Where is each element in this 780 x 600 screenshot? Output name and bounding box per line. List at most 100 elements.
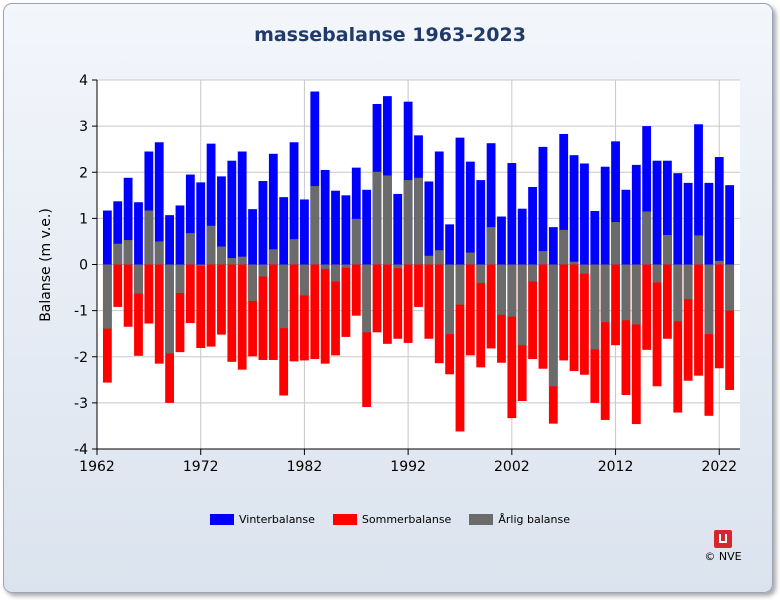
bar-arlig-balanse bbox=[652, 264, 662, 283]
bar-vinterbalanse bbox=[227, 160, 237, 265]
bar-arlig-balanse bbox=[662, 234, 672, 265]
nve-logo[interactable]: © NVE bbox=[703, 530, 743, 563]
bar-sommerbalanse bbox=[662, 264, 672, 339]
bar-sommerbalanse bbox=[331, 264, 340, 356]
bar-arlig-balanse bbox=[268, 249, 278, 265]
bar-vinterbalanse bbox=[320, 169, 330, 265]
bar-arlig-balanse bbox=[569, 261, 579, 265]
y-tick-label: 0 bbox=[79, 258, 88, 274]
bar-arlig-balanse bbox=[580, 264, 589, 274]
bar-sommerbalanse bbox=[393, 264, 403, 339]
bar-vinterbalanse bbox=[694, 124, 703, 265]
bar-sommerbalanse bbox=[725, 264, 735, 390]
legend-item-arlig-balanse[interactable]: Årlig balanse bbox=[469, 513, 570, 526]
bar-vinterbalanse bbox=[507, 163, 517, 265]
bar-arlig-balanse bbox=[331, 264, 340, 282]
bar-arlig-balanse bbox=[165, 264, 175, 354]
bar-arlig-balanse bbox=[455, 264, 465, 305]
bar-arlig-balanse bbox=[144, 210, 154, 265]
bar-sommerbalanse bbox=[486, 264, 496, 349]
legend-item-vinterbalanse[interactable]: Vinterbalanse bbox=[210, 513, 315, 526]
bar-sommerbalanse bbox=[175, 264, 185, 353]
legend: Vinterbalanse Sommerbalanse Årlig balans… bbox=[0, 513, 780, 526]
x-tick-label: 1972 bbox=[183, 459, 219, 475]
bar-sommerbalanse bbox=[268, 264, 278, 360]
bar-vinterbalanse bbox=[652, 160, 662, 265]
bar-sommerbalanse bbox=[434, 264, 444, 364]
bar-arlig-balanse bbox=[320, 264, 330, 270]
bar-vinterbalanse bbox=[279, 197, 289, 265]
bar-arlig-balanse bbox=[248, 264, 257, 301]
bar-vinterbalanse bbox=[476, 180, 486, 265]
bar-sommerbalanse bbox=[279, 264, 289, 396]
bar-vinterbalanse bbox=[631, 164, 641, 265]
bar-arlig-balanse bbox=[196, 264, 206, 266]
bar-vinterbalanse bbox=[154, 142, 164, 265]
bar-arlig-balanse bbox=[559, 229, 569, 265]
bar-arlig-balanse bbox=[382, 175, 392, 265]
bar-arlig-balanse bbox=[393, 264, 403, 269]
bar-vinterbalanse bbox=[217, 176, 226, 265]
legend-label: Årlig balanse bbox=[498, 513, 570, 526]
bar-sommerbalanse bbox=[196, 264, 206, 348]
bar-arlig-balanse bbox=[631, 264, 641, 325]
bar-sommerbalanse bbox=[320, 264, 330, 364]
x-tick-label: 2022 bbox=[701, 459, 737, 475]
bar-sommerbalanse bbox=[372, 264, 382, 333]
bar-vinterbalanse bbox=[517, 208, 527, 265]
bar-vinterbalanse bbox=[569, 155, 579, 265]
bar-sommerbalanse bbox=[414, 264, 423, 307]
bar-arlig-balanse bbox=[476, 264, 486, 283]
bar-sommerbalanse bbox=[310, 264, 320, 360]
bar-arlig-balanse bbox=[642, 211, 652, 265]
bar-vinterbalanse bbox=[662, 160, 672, 265]
legend-item-sommerbalanse[interactable]: Sommerbalanse bbox=[332, 513, 451, 526]
bar-sommerbalanse bbox=[528, 264, 537, 360]
bar-vinterbalanse bbox=[258, 181, 268, 265]
bar-vinterbalanse bbox=[102, 210, 112, 265]
bar-sommerbalanse bbox=[704, 264, 714, 416]
bar-vinterbalanse bbox=[165, 215, 175, 265]
bar-sommerbalanse bbox=[673, 264, 683, 413]
bar-sommerbalanse bbox=[289, 264, 299, 362]
bar-vinterbalanse bbox=[144, 151, 154, 265]
bar-sommerbalanse bbox=[123, 264, 133, 327]
bar-vinterbalanse bbox=[123, 177, 133, 265]
bar-vinterbalanse bbox=[611, 141, 620, 265]
bar-sommerbalanse bbox=[476, 264, 486, 368]
x-tick-label: 1982 bbox=[287, 459, 323, 475]
bar-arlig-balanse bbox=[362, 264, 372, 333]
bar-vinterbalanse bbox=[113, 201, 123, 265]
bar-vinterbalanse bbox=[175, 205, 185, 265]
x-tick-label: 1992 bbox=[390, 459, 426, 475]
bar-sommerbalanse bbox=[185, 264, 195, 324]
bar-sommerbalanse bbox=[258, 264, 268, 360]
bar-arlig-balanse bbox=[414, 177, 423, 265]
bar-arlig-balanse bbox=[548, 264, 558, 387]
bar-vinterbalanse bbox=[237, 151, 247, 265]
bar-arlig-balanse bbox=[683, 264, 693, 300]
y-tick-label: -2 bbox=[74, 350, 88, 366]
bar-vinterbalanse bbox=[362, 189, 372, 265]
y-tick-label: 3 bbox=[79, 119, 88, 135]
bar-arlig-balanse bbox=[185, 233, 195, 265]
x-tick-label: 2002 bbox=[494, 459, 530, 475]
bar-sommerbalanse bbox=[652, 264, 662, 387]
bar-arlig-balanse bbox=[134, 264, 143, 294]
bar-arlig-balanse bbox=[300, 264, 309, 296]
bar-arlig-balanse bbox=[217, 246, 226, 265]
nve-logo-icon bbox=[714, 530, 732, 548]
bar-sommerbalanse bbox=[362, 264, 372, 408]
bar-vinterbalanse bbox=[497, 216, 506, 265]
bar-arlig-balanse bbox=[538, 251, 548, 265]
bar-vinterbalanse bbox=[600, 166, 610, 265]
bar-vinterbalanse bbox=[289, 142, 299, 265]
y-tick-label: 1 bbox=[79, 211, 88, 227]
legend-swatch-icon bbox=[469, 514, 494, 525]
bar-arlig-balanse bbox=[465, 252, 475, 265]
bar-sommerbalanse bbox=[144, 264, 154, 324]
bar-arlig-balanse bbox=[704, 264, 714, 335]
bar-arlig-balanse bbox=[517, 264, 527, 346]
bars bbox=[102, 91, 735, 432]
bar-arlig-balanse bbox=[600, 264, 610, 323]
